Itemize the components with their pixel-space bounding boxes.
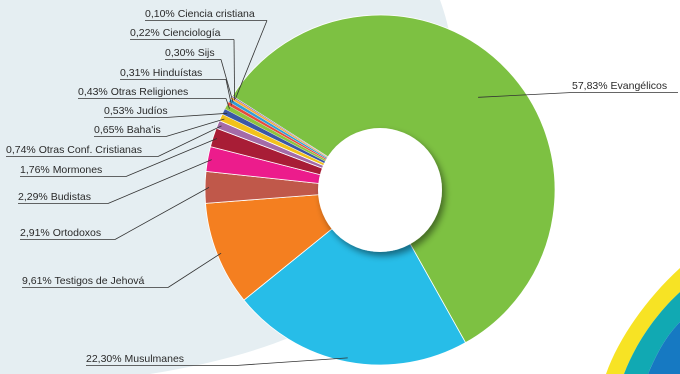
slice-labels: 57,83% Evangélicos 22,30% Musulmanes 9,61%… — [6, 8, 667, 365]
label-hindu-stas: 0,31% Hinduístas — [120, 67, 202, 79]
label-ortodoxos: 2,91% Ortodoxos — [20, 227, 101, 239]
label-otras-conf-cristianas: 0,74% Otras Conf. Cristianas — [6, 144, 142, 156]
label-baha-is: 0,65% Baha'is — [94, 124, 161, 136]
leader-lines — [6, 20, 678, 366]
leader-budistas — [107, 159, 212, 204]
leader-mormones — [125, 138, 218, 177]
accent-swoosh-yellow — [606, 268, 680, 374]
label-sijs: 0,30% Sijs — [165, 47, 215, 59]
label-ciencia-cristiana: 0,10% Ciencia cristiana — [145, 8, 255, 20]
label-budistas: 2,29% Budistas — [18, 191, 91, 203]
leader-musulmanes — [235, 357, 348, 366]
leader-jud-os — [165, 112, 228, 118]
leader-hindu-stas — [225, 79, 232, 106]
label-testigos-de-jehov-: 9,61% Testigos de Jehová — [22, 275, 145, 287]
accent-swoosh-blue — [648, 322, 680, 374]
leader-otras-conf-cristianas — [157, 125, 222, 157]
label-evang-licos: 57,83% Evangélicos — [572, 80, 667, 92]
leader-sijs — [220, 59, 234, 103]
label-mormones: 1,76% Mormones — [20, 164, 102, 176]
label-musulmanes: 22,30% Musulmanes — [86, 353, 184, 365]
accent-swoosh-teal — [624, 292, 680, 374]
label-otras-religiones: 0,43% Otras Religiones — [78, 86, 188, 98]
leader-otras-religiones — [225, 98, 230, 109]
leader-baha-is — [165, 118, 225, 137]
leader-cienciolog-a — [233, 39, 235, 101]
leader-ciencia-cristiana — [235, 20, 268, 99]
label-jud-os: 0,53% Judíos — [104, 105, 168, 117]
leader-evang-licos — [478, 92, 573, 98]
slice-musulmanes — [243, 189, 467, 366]
label-cienciolog-a: 0,22% Cienciología — [130, 27, 221, 39]
leader-testigos-de-jehov- — [167, 252, 222, 288]
leader-ortodoxos — [114, 187, 210, 240]
donut-hole — [318, 128, 442, 252]
